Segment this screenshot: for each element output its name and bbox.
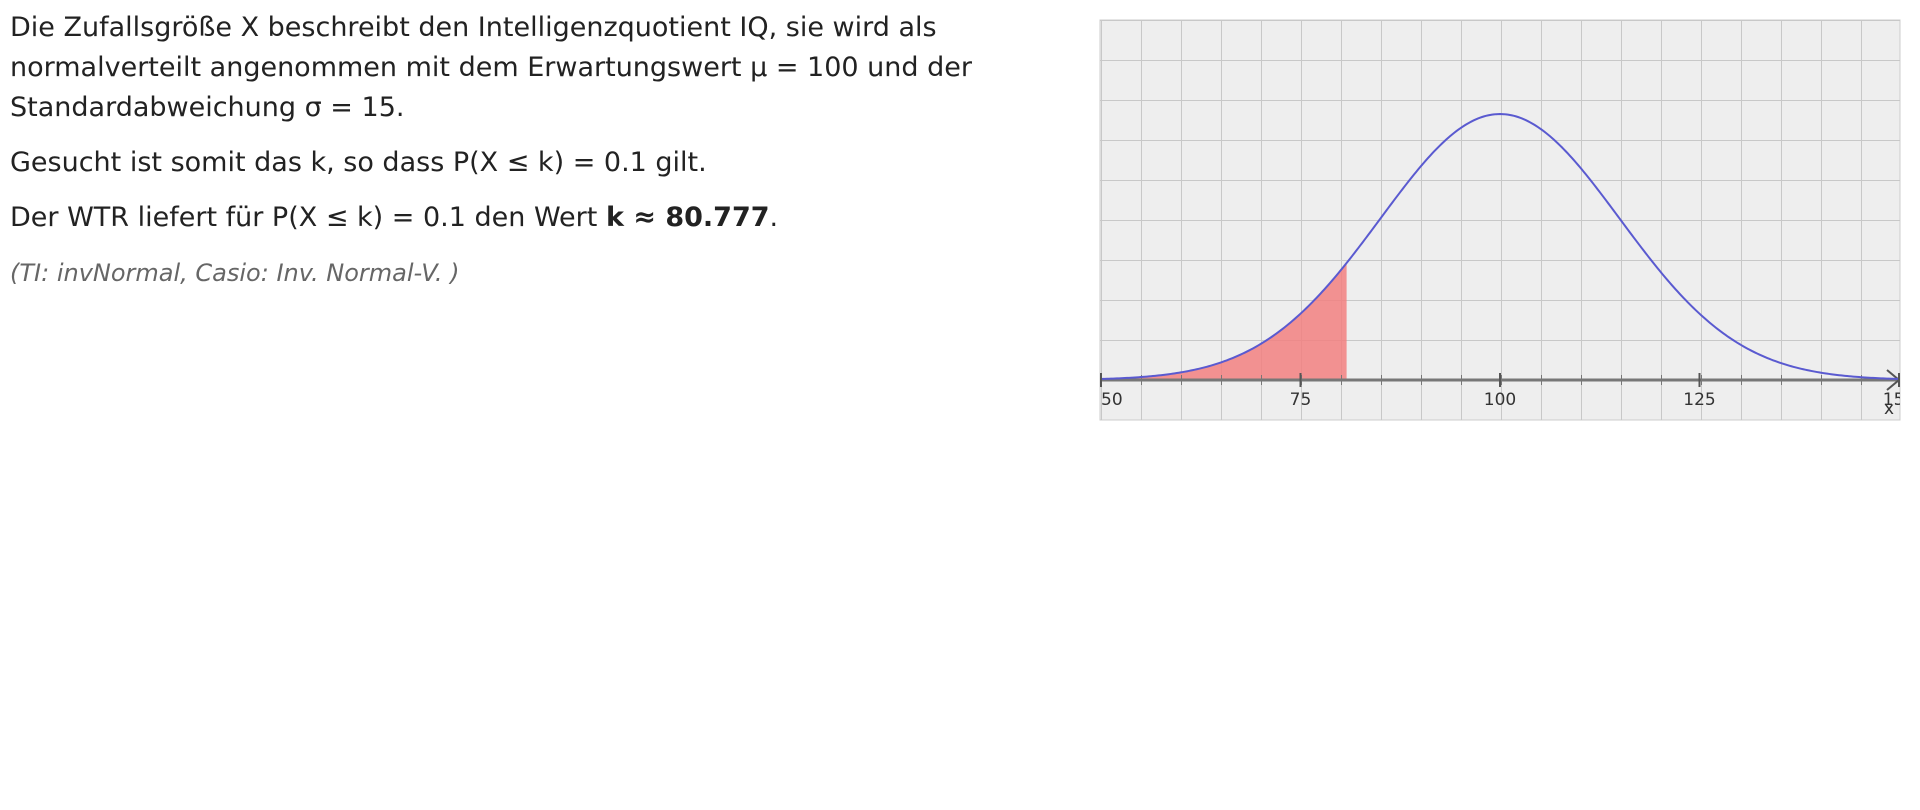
text: Der WTR liefert für P(X ≤ k) = 0.1 den W… xyxy=(10,202,606,233)
grid xyxy=(1100,20,1900,420)
text: . xyxy=(769,202,779,233)
x-tick-label: 75 xyxy=(1290,390,1312,410)
x-tick-label: 150 xyxy=(1883,390,1915,410)
x-axis-label: x xyxy=(1884,399,1894,419)
text-block: Die Zufallsgröße X beschreibt den Intell… xyxy=(10,8,1080,308)
result: k ≈ 80.777 xyxy=(605,202,770,233)
paragraph: Der WTR liefert für P(X ≤ k) = 0.1 den W… xyxy=(10,198,1080,238)
x-tick-label: 100 xyxy=(1484,390,1516,410)
note: (TI: invNormal, Casio: Inv. Normal-V. ) xyxy=(10,259,460,287)
paragraph: Gesucht ist somit das k, so dass P(X ≤ k… xyxy=(10,147,707,178)
paragraph: Die Zufallsgröße X beschreibt den Intell… xyxy=(10,12,972,123)
x-tick-label: 125 xyxy=(1683,390,1715,410)
density-curve xyxy=(1100,113,1900,380)
shaded-area xyxy=(1101,263,1347,380)
x-tick-label: 50 xyxy=(1101,390,1123,410)
